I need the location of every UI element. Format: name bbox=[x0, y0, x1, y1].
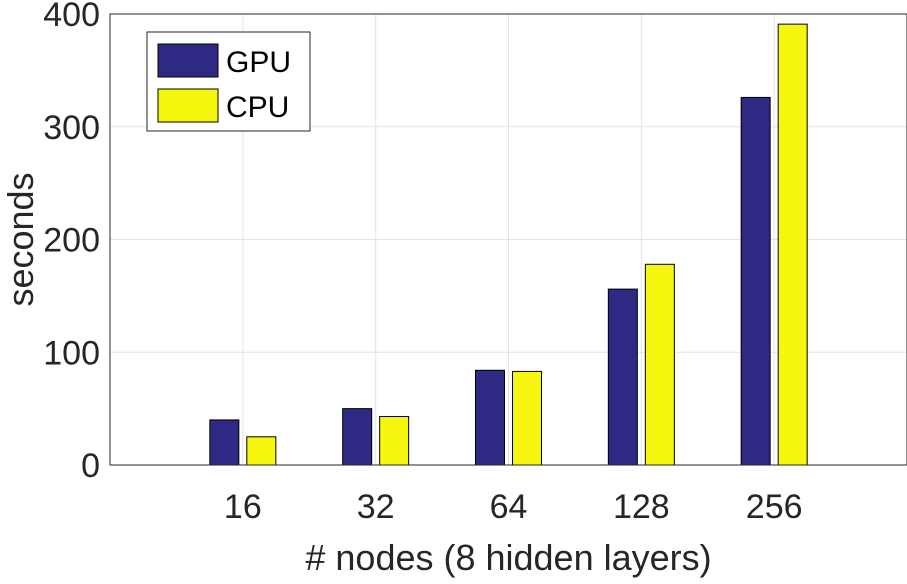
y-axis-title: seconds bbox=[0, 172, 41, 306]
bar-gpu-16 bbox=[209, 419, 240, 466]
bar-gpu-64 bbox=[475, 369, 505, 466]
x-tick-label: 256 bbox=[746, 488, 803, 526]
bar-cpu-128 bbox=[644, 263, 675, 466]
bar-gpu-32 bbox=[342, 408, 373, 466]
x-tick-label: 128 bbox=[613, 488, 670, 526]
x-tick-label: 16 bbox=[224, 488, 262, 526]
legend-label-cpu: CPU bbox=[226, 91, 289, 124]
bar-cpu-256 bbox=[777, 23, 808, 466]
bar-cpu-64 bbox=[512, 370, 542, 466]
bar-gpu-256 bbox=[740, 96, 771, 466]
legend-swatch-gpu bbox=[157, 43, 219, 78]
y-tick-label: 400 bbox=[43, 0, 100, 34]
bar-gpu-128 bbox=[607, 288, 638, 466]
y-tick-label: 300 bbox=[43, 109, 100, 147]
bar-cpu-16 bbox=[246, 436, 277, 466]
x-tick-label: 32 bbox=[357, 488, 395, 526]
x-tick-labels: 16 32 64 128 256 bbox=[224, 488, 803, 526]
y-tick-label: 200 bbox=[43, 222, 100, 260]
y-tick-label: 100 bbox=[43, 334, 100, 372]
legend: GPU CPU bbox=[146, 31, 311, 132]
plot-frame bbox=[109, 13, 907, 466]
x-axis-title: # nodes (8 hidden layers) bbox=[305, 537, 711, 578]
x-tick-label: 64 bbox=[490, 488, 528, 526]
y-tick-label: 0 bbox=[81, 447, 100, 485]
legend-swatch-cpu bbox=[157, 88, 219, 123]
bar-cpu-32 bbox=[379, 416, 410, 466]
legend-label-gpu: GPU bbox=[226, 46, 291, 79]
y-tick-labels: 0 100 200 300 400 bbox=[43, 0, 100, 485]
